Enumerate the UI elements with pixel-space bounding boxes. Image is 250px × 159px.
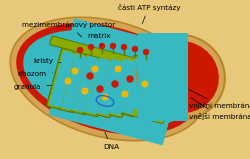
- Circle shape: [122, 45, 126, 49]
- FancyBboxPatch shape: [133, 55, 159, 111]
- Circle shape: [144, 49, 148, 55]
- Circle shape: [100, 44, 104, 48]
- FancyBboxPatch shape: [145, 51, 171, 107]
- FancyBboxPatch shape: [73, 56, 99, 112]
- FancyBboxPatch shape: [97, 59, 123, 115]
- FancyBboxPatch shape: [71, 53, 101, 115]
- FancyBboxPatch shape: [131, 52, 161, 114]
- FancyBboxPatch shape: [131, 52, 161, 114]
- Circle shape: [127, 76, 133, 82]
- Text: ribozom: ribozom: [18, 71, 52, 77]
- Circle shape: [132, 46, 138, 52]
- FancyBboxPatch shape: [59, 51, 89, 113]
- FancyBboxPatch shape: [121, 58, 147, 114]
- Text: části ATP syntázy: části ATP syntázy: [118, 4, 180, 24]
- Ellipse shape: [23, 30, 193, 128]
- FancyBboxPatch shape: [138, 33, 188, 121]
- FancyBboxPatch shape: [49, 51, 75, 107]
- Ellipse shape: [143, 41, 219, 113]
- FancyBboxPatch shape: [49, 51, 75, 107]
- FancyBboxPatch shape: [85, 58, 111, 114]
- Circle shape: [65, 78, 71, 84]
- Text: granula: granula: [14, 84, 51, 90]
- FancyBboxPatch shape: [107, 56, 137, 118]
- Ellipse shape: [136, 35, 220, 115]
- Ellipse shape: [10, 17, 206, 141]
- Ellipse shape: [16, 23, 200, 135]
- FancyBboxPatch shape: [49, 18, 188, 145]
- FancyBboxPatch shape: [145, 51, 171, 107]
- Ellipse shape: [142, 41, 214, 109]
- Circle shape: [112, 81, 118, 87]
- Text: DNA: DNA: [103, 132, 119, 150]
- FancyBboxPatch shape: [50, 85, 165, 124]
- FancyBboxPatch shape: [83, 55, 113, 117]
- FancyBboxPatch shape: [143, 48, 173, 110]
- FancyBboxPatch shape: [121, 58, 147, 114]
- FancyBboxPatch shape: [50, 85, 165, 124]
- FancyBboxPatch shape: [50, 36, 165, 75]
- Circle shape: [102, 94, 108, 100]
- FancyBboxPatch shape: [109, 59, 135, 115]
- FancyBboxPatch shape: [71, 53, 101, 115]
- FancyBboxPatch shape: [107, 56, 137, 118]
- Circle shape: [82, 88, 88, 94]
- FancyBboxPatch shape: [119, 55, 149, 117]
- Circle shape: [110, 44, 116, 48]
- FancyBboxPatch shape: [59, 51, 89, 113]
- Circle shape: [122, 91, 128, 97]
- FancyBboxPatch shape: [61, 54, 87, 110]
- FancyBboxPatch shape: [109, 59, 135, 115]
- Text: matrix: matrix: [87, 33, 110, 46]
- FancyBboxPatch shape: [61, 54, 87, 110]
- Circle shape: [78, 48, 82, 52]
- FancyBboxPatch shape: [73, 56, 99, 112]
- FancyBboxPatch shape: [83, 55, 113, 117]
- Circle shape: [87, 73, 93, 79]
- Circle shape: [92, 66, 98, 72]
- Circle shape: [72, 68, 78, 74]
- Ellipse shape: [149, 48, 207, 102]
- FancyBboxPatch shape: [119, 55, 149, 117]
- Text: vnitřní membrána: vnitřní membrána: [189, 90, 250, 109]
- FancyBboxPatch shape: [97, 59, 123, 115]
- FancyBboxPatch shape: [133, 55, 159, 111]
- Circle shape: [115, 66, 121, 72]
- Circle shape: [97, 86, 103, 92]
- Ellipse shape: [137, 35, 225, 119]
- FancyBboxPatch shape: [85, 58, 111, 114]
- Circle shape: [88, 45, 94, 49]
- FancyBboxPatch shape: [50, 36, 165, 75]
- FancyBboxPatch shape: [47, 48, 77, 110]
- Text: vnější membrána: vnější membrána: [189, 98, 250, 120]
- Circle shape: [142, 81, 148, 87]
- FancyBboxPatch shape: [95, 56, 125, 118]
- FancyBboxPatch shape: [143, 48, 173, 110]
- FancyBboxPatch shape: [47, 48, 77, 110]
- Text: mezimembránový prostor: mezimembránový prostor: [22, 21, 116, 37]
- Text: kristy: kristy: [34, 58, 61, 64]
- FancyBboxPatch shape: [95, 56, 125, 118]
